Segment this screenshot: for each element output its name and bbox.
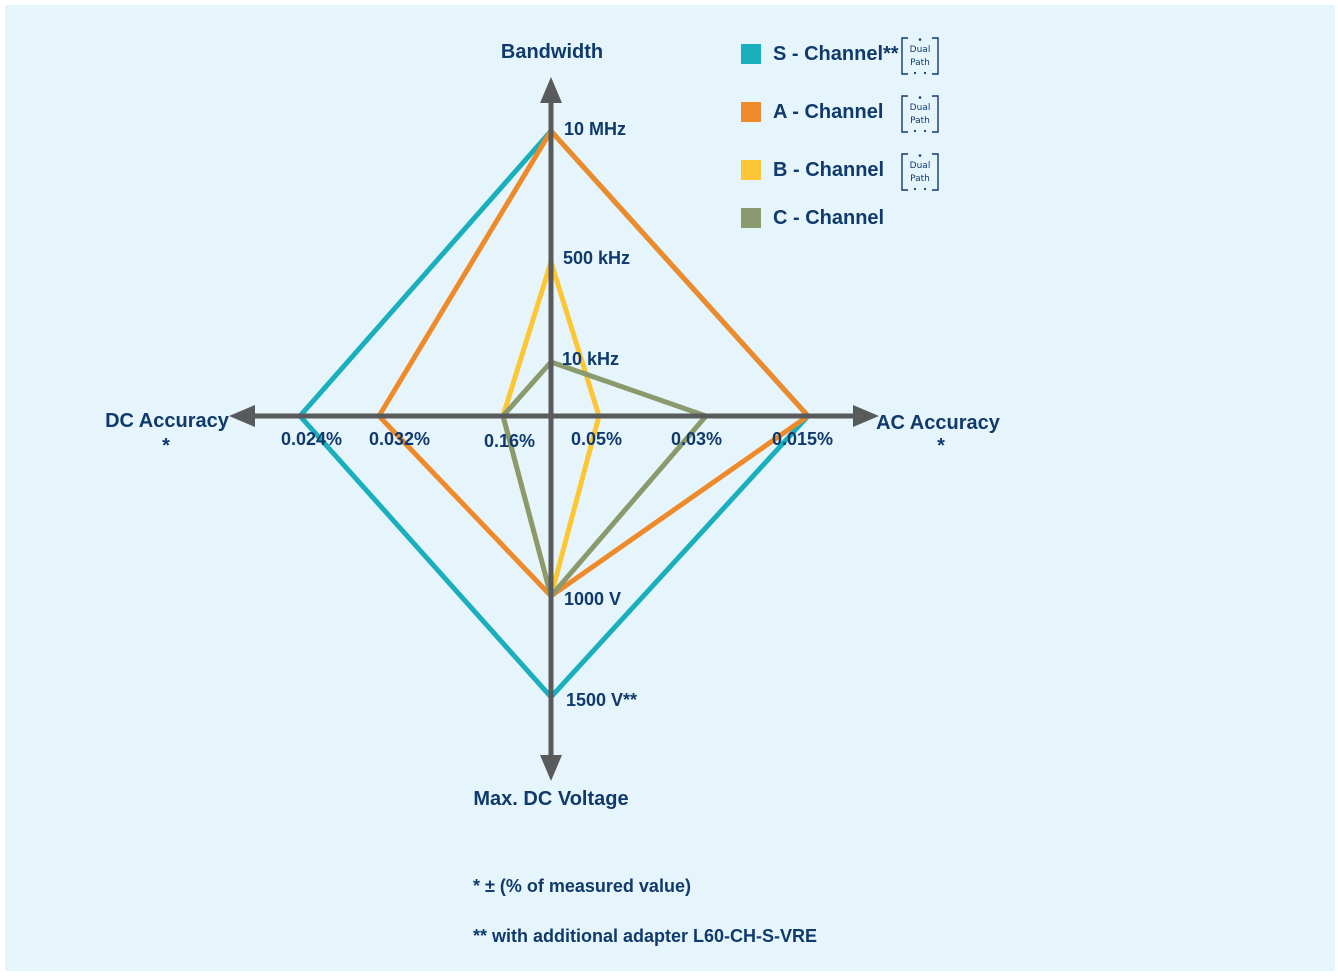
legend-item-a-channel: A - Channel Dual Path [741,95,939,133]
chart-panel: 10 kHz 500 kHz 10 MHz 0.05% 0.03% 0.015% 1000 … [5,5,1335,971]
badge-line-1: Dual [910,45,931,55]
tick-label-ac-accuracy-2: 0.015% [772,429,833,449]
tick-label-ac-accuracy-0: 0.05% [571,429,622,449]
tick-label-bandwidth-2: 10 MHz [564,119,626,139]
footnote-1: * ± (% of measured value) [473,876,691,896]
tick-label-bandwidth-1: 500 kHz [563,248,630,268]
legend-swatch [741,160,761,180]
tick-label-max-dc-voltage-1: 1500 V** [566,690,637,710]
axis-title-max-dc-voltage: Max. DC Voltage [473,788,628,810]
legend-label: C - Channel [773,207,884,229]
tick-labels-layer: 10 kHz 500 kHz 10 MHz 0.05% 0.03% 0.015% 1000 … [281,119,833,710]
legend-swatch [741,208,761,228]
tick-label-max-dc-voltage-0: 1000 V [564,589,621,609]
legend-label: S - Channel** [773,43,899,65]
legend-item-c-channel: C - Channel [741,207,884,229]
arrow-right-icon [853,405,879,427]
axis-note-dc-accuracy: * [162,435,170,457]
arrow-up-icon [540,77,562,103]
legend-label: B - Channel [773,159,884,181]
axis-note-ac-accuracy: * [937,435,945,457]
arrow-left-icon [229,405,255,427]
radar-chart: 10 kHz 500 kHz 10 MHz 0.05% 0.03% 0.015% 1000 … [105,37,1001,946]
axis-title-bandwidth: Bandwidth [501,41,603,63]
axis-title-ac-accuracy: AC Accuracy [876,412,1001,434]
legend-swatch [741,44,761,64]
footnote-2: ** with additional adapter L60-CH-S-VRE [473,926,817,946]
axes-layer [229,77,879,781]
badge-line-2: Path [910,58,930,68]
legend-item-s-channel: S - Channel** Dual Path [741,37,939,75]
dual-path-icon: Dual Path [901,153,939,191]
badge-line-2: Path [910,116,930,126]
arrow-down-icon [540,755,562,781]
dual-path-icon: Dual Path [901,95,939,133]
tick-label-dc-accuracy-1: 0.032% [369,429,430,449]
legend-label: A - Channel [773,101,883,123]
tick-label-dc-accuracy-0: 0.16% [484,431,535,451]
dual-path-icon: Dual Path [901,37,939,75]
tick-label-dc-accuracy-2: 0.024% [281,429,342,449]
badge-line-2: Path [910,174,930,184]
tick-label-ac-accuracy-1: 0.03% [671,429,722,449]
axis-title-dc-accuracy: DC Accuracy [105,410,230,432]
tick-label-bandwidth-0: 10 kHz [562,349,619,369]
badge-line-1: Dual [910,103,931,113]
footnotes: * ± (% of measured value) ** with additio… [473,876,817,946]
badge-line-1: Dual [910,161,931,171]
legend: S - Channel** Dual Path A - Channel Dual Path… [741,37,939,229]
legend-item-b-channel: B - Channel Dual Path [741,153,939,191]
legend-swatch [741,102,761,122]
